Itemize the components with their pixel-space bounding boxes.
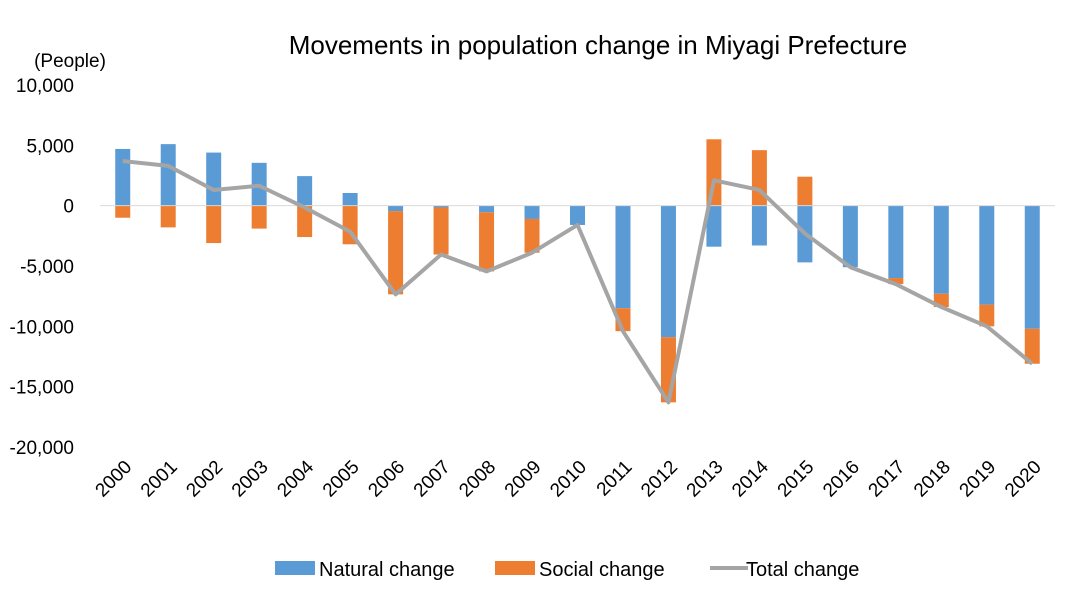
- bar-social-change: [888, 278, 904, 285]
- bar-natural-change: [433, 205, 449, 208]
- y-tick-label: -20,000: [10, 438, 74, 459]
- bar-natural-change: [297, 176, 313, 206]
- legend-label-social-change: Social change: [539, 559, 665, 581]
- bar-social-change: [524, 218, 540, 253]
- x-tick-label: 2003: [228, 457, 273, 502]
- bar-social-change: [206, 205, 222, 244]
- bars-layer: [115, 139, 1040, 403]
- bar-social-change: [1024, 328, 1040, 364]
- bar-natural-change: [706, 205, 722, 247]
- y-tick-label: -10,000: [10, 317, 74, 338]
- line-total-change: [122, 159, 1034, 405]
- chart-title: Movements in population change in Miyagi…: [289, 30, 908, 60]
- bar-social-change: [433, 207, 449, 255]
- bar-social-change: [251, 205, 267, 229]
- bar-natural-change: [1024, 205, 1040, 329]
- bar-social-change: [297, 205, 313, 238]
- x-tick-label: 2018: [910, 457, 955, 502]
- bar-social-change: [979, 304, 995, 327]
- x-tick-label: 2006: [364, 457, 409, 502]
- bar-social-change: [115, 205, 131, 218]
- legend-swatch-social-change: [495, 561, 535, 575]
- bar-natural-change: [615, 205, 631, 309]
- x-tick-label: 2002: [182, 457, 227, 502]
- bar-natural-change: [206, 152, 222, 206]
- bar-social-change: [797, 176, 813, 206]
- y-tick-label: -15,000: [10, 378, 74, 399]
- bar-natural-change: [751, 205, 767, 246]
- x-tick-label: 2012: [637, 457, 682, 502]
- x-tick-label: 2005: [319, 457, 364, 502]
- bar-natural-change: [570, 205, 585, 225]
- x-tick-label: 2016: [819, 457, 864, 502]
- bar-natural-change: [342, 192, 358, 206]
- bar-social-change: [160, 205, 176, 228]
- x-tick-label: 2020: [1001, 457, 1046, 502]
- x-tick-label: 2011: [593, 457, 637, 501]
- x-tick-label: 2007: [410, 457, 455, 502]
- line-layer: [122, 159, 1034, 405]
- bar-social-change: [706, 139, 722, 206]
- y-tick-label: 5,000: [26, 136, 74, 157]
- legend-label-total-change: Total change: [746, 559, 859, 581]
- y-axis-label: (People): [34, 51, 106, 72]
- y-tick-label: 10,000: [16, 76, 74, 97]
- x-tick-label: 2010: [546, 457, 591, 502]
- x-tick-label: 2017: [865, 457, 910, 502]
- x-tick-label: 2004: [273, 456, 318, 501]
- bar-natural-change: [479, 205, 495, 213]
- x-tick-label: 2013: [683, 457, 728, 502]
- x-tick-label: 2000: [92, 457, 137, 502]
- legend-swatch-natural-change: [275, 561, 315, 575]
- bar-natural-change: [842, 205, 858, 268]
- y-axis: 10,000 5,000 0 -5,000 -10,000 -15,000 -20,000: [10, 76, 74, 459]
- bar-natural-change: [524, 205, 540, 219]
- bar-natural-change: [888, 205, 904, 279]
- x-tick-label: 2014: [728, 456, 773, 501]
- bar-natural-change: [979, 205, 995, 305]
- bar-natural-change: [388, 205, 404, 212]
- bar-social-change: [388, 211, 404, 295]
- x-tick-label: 2001: [137, 457, 182, 502]
- bar-natural-change: [160, 144, 176, 206]
- y-tick-label: 0: [63, 197, 74, 218]
- legend: Natural change Social change Total change: [275, 559, 859, 581]
- x-tick-label: 2019: [956, 457, 1001, 502]
- bar-natural-change: [660, 205, 676, 338]
- x-tick-label: 2015: [774, 457, 819, 502]
- y-tick-label: -5,000: [20, 257, 74, 278]
- bar-natural-change: [933, 205, 949, 294]
- bar-natural-change: [115, 148, 131, 206]
- bar-social-change: [479, 212, 495, 272]
- x-tick-label: 2008: [455, 457, 500, 502]
- legend-label-natural-change: Natural change: [319, 559, 455, 581]
- x-tick-label: 2009: [501, 457, 546, 502]
- x-axis: 2000 2001 2002 2003 2004 2005 2006 2007 2008 2009…: [92, 456, 1046, 501]
